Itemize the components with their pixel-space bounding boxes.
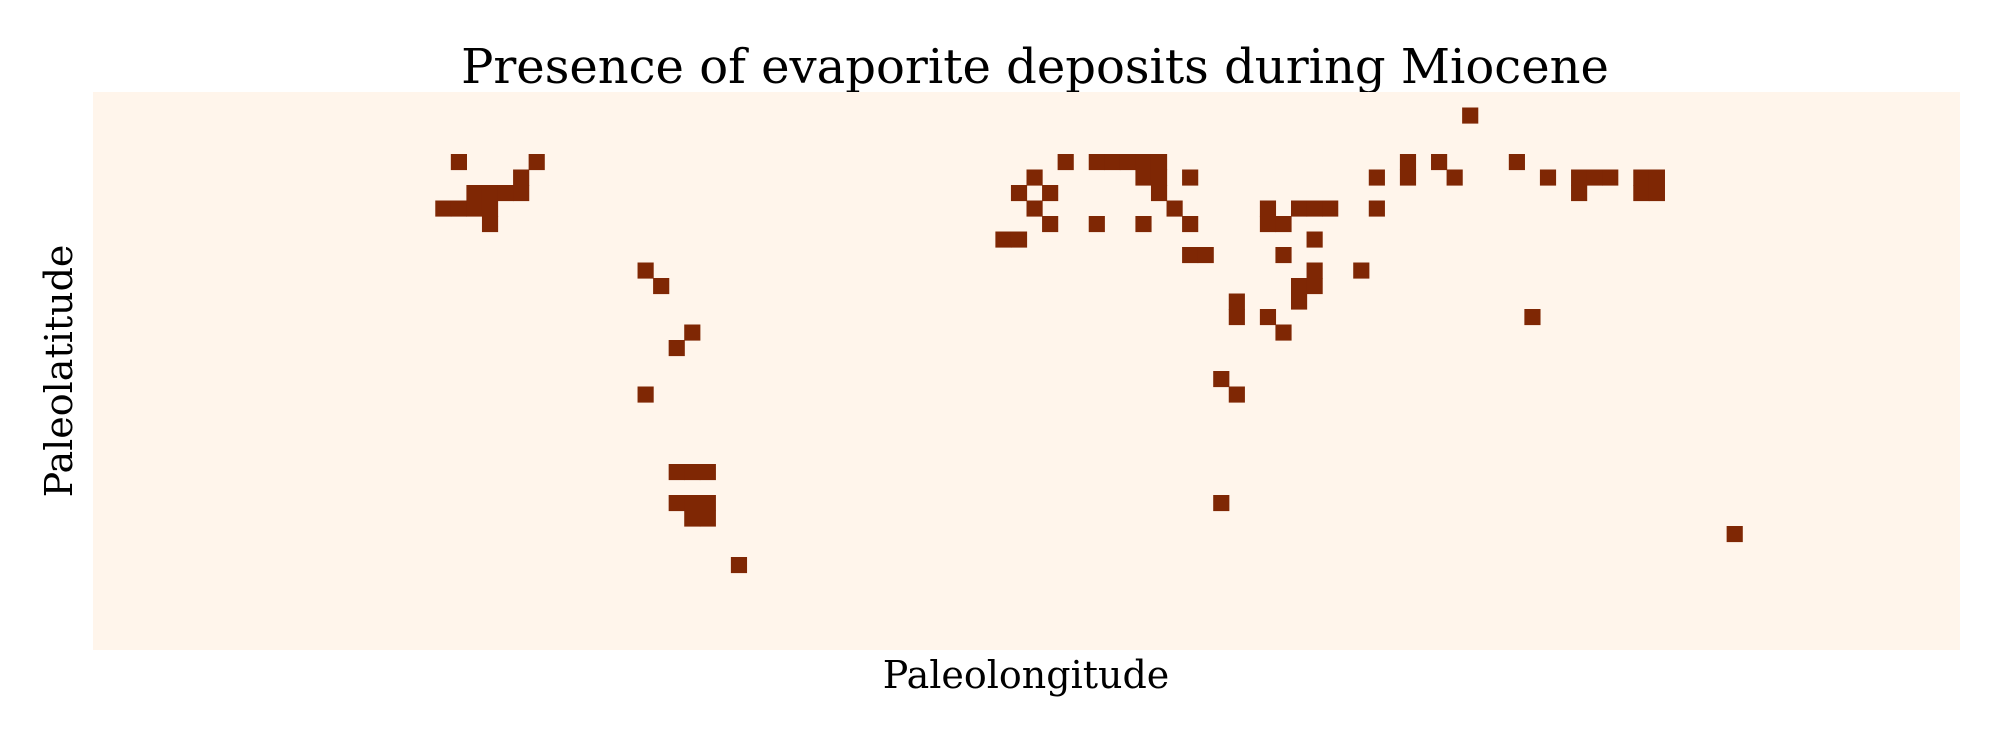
evaporite-cell	[1166, 200, 1183, 217]
evaporite-cell	[1306, 231, 1323, 248]
evaporite-cell	[1571, 169, 1588, 186]
evaporite-cell	[1586, 169, 1603, 186]
evaporite-cell	[1228, 386, 1245, 403]
evaporite-cell	[668, 495, 685, 512]
y-axis-label: Paleolatitude	[37, 245, 81, 498]
evaporite-cell	[1197, 247, 1214, 264]
evaporite-cell	[684, 510, 701, 527]
evaporite-cell	[1182, 247, 1199, 264]
evaporite-cell	[1306, 278, 1323, 295]
evaporite-cell	[1633, 169, 1650, 186]
evaporite-cell	[1508, 154, 1525, 171]
chart-title: Presence of evaporite deposits during Mi…	[461, 39, 1609, 95]
evaporite-cell	[435, 200, 452, 217]
evaporite-cell	[513, 185, 530, 202]
evaporite-cell	[1010, 231, 1028, 248]
evaporite-cell	[1399, 169, 1417, 186]
evaporite-cell	[466, 200, 483, 217]
evaporite-cell	[450, 154, 467, 171]
evaporite-cell	[1119, 154, 1137, 171]
evaporite-cell	[1104, 154, 1121, 171]
evaporite-cell	[1213, 495, 1230, 512]
evaporite-cell	[1368, 169, 1385, 186]
evaporite-cell	[1399, 154, 1417, 171]
evaporite-cell	[1353, 262, 1370, 279]
evaporite-cell	[1306, 262, 1323, 279]
evaporite-cell	[1010, 185, 1028, 202]
evaporite-cell	[513, 169, 530, 186]
evaporite-cell	[684, 324, 701, 341]
evaporite-cell	[1648, 169, 1665, 186]
x-axis-label: Paleolongitude	[883, 653, 1170, 697]
evaporite-cell	[1088, 216, 1105, 233]
evaporite-cell	[528, 154, 545, 171]
evaporite-cell	[1322, 200, 1339, 217]
evaporite-cell	[1602, 169, 1619, 186]
evaporite-cell	[1182, 169, 1199, 186]
evaporite-cell	[668, 464, 685, 481]
evaporite-cell	[1726, 526, 1743, 543]
evaporite-cell	[1150, 185, 1168, 202]
evaporite-cell	[637, 386, 654, 403]
evaporite-cell	[1290, 293, 1308, 310]
evaporite-cell	[1259, 309, 1277, 326]
evaporite-cell	[1228, 293, 1245, 310]
evaporite-cell	[481, 200, 499, 217]
evaporite-cell	[1275, 324, 1292, 341]
evaporite-cell	[497, 185, 514, 202]
evaporite-cell	[1135, 216, 1152, 233]
evaporite-cell	[1290, 200, 1308, 217]
evaporite-cell	[1259, 216, 1277, 233]
evaporite-cell	[730, 557, 748, 574]
evaporite-cell	[1446, 169, 1463, 186]
evaporite-cell	[1026, 169, 1043, 186]
evaporite-cell	[637, 262, 654, 279]
evaporite-cell	[1057, 154, 1074, 171]
evaporite-cell	[995, 231, 1012, 248]
evaporite-cell	[1026, 200, 1043, 217]
evaporite-cell	[450, 200, 467, 217]
evaporite-cell	[466, 185, 483, 202]
evaporite-cell	[699, 510, 716, 527]
evaporite-cell	[1275, 247, 1292, 264]
evaporite-cell	[1213, 371, 1230, 388]
evaporite-cell	[1306, 200, 1323, 217]
evaporite-cell	[1042, 216, 1059, 233]
evaporite-cell	[1368, 200, 1385, 217]
evaporite-cell	[1290, 278, 1308, 295]
evaporite-cell	[684, 495, 701, 512]
evaporite-cell	[1633, 185, 1650, 202]
evaporite-cell	[1524, 309, 1541, 326]
evaporite-cell	[1275, 216, 1292, 233]
evaporite-cell	[1228, 309, 1245, 326]
evaporite-cell	[1431, 154, 1448, 171]
evaporite-cell	[1462, 107, 1479, 124]
evaporite-cell	[481, 216, 499, 233]
evaporite-cell	[1182, 216, 1199, 233]
evaporite-cell	[1135, 169, 1152, 186]
evaporite-cell	[684, 464, 701, 481]
evaporite-cell	[481, 185, 499, 202]
evaporite-cell	[1571, 185, 1588, 202]
evaporite-cell	[1150, 169, 1168, 186]
evaporite-cell	[1135, 154, 1152, 171]
evaporite-cell	[1088, 154, 1105, 171]
evaporite-cell	[699, 495, 716, 512]
heatmap-cells	[435, 107, 1743, 574]
evaporite-cell	[668, 340, 685, 357]
evaporite-cell	[1042, 185, 1059, 202]
evaporite-cell	[1150, 154, 1168, 171]
evaporite-cell	[653, 278, 670, 295]
evaporite-cell	[1539, 169, 1557, 186]
evaporite-cell	[1648, 185, 1665, 202]
evaporite-cell	[1259, 200, 1277, 217]
evaporite-cell	[699, 464, 716, 481]
